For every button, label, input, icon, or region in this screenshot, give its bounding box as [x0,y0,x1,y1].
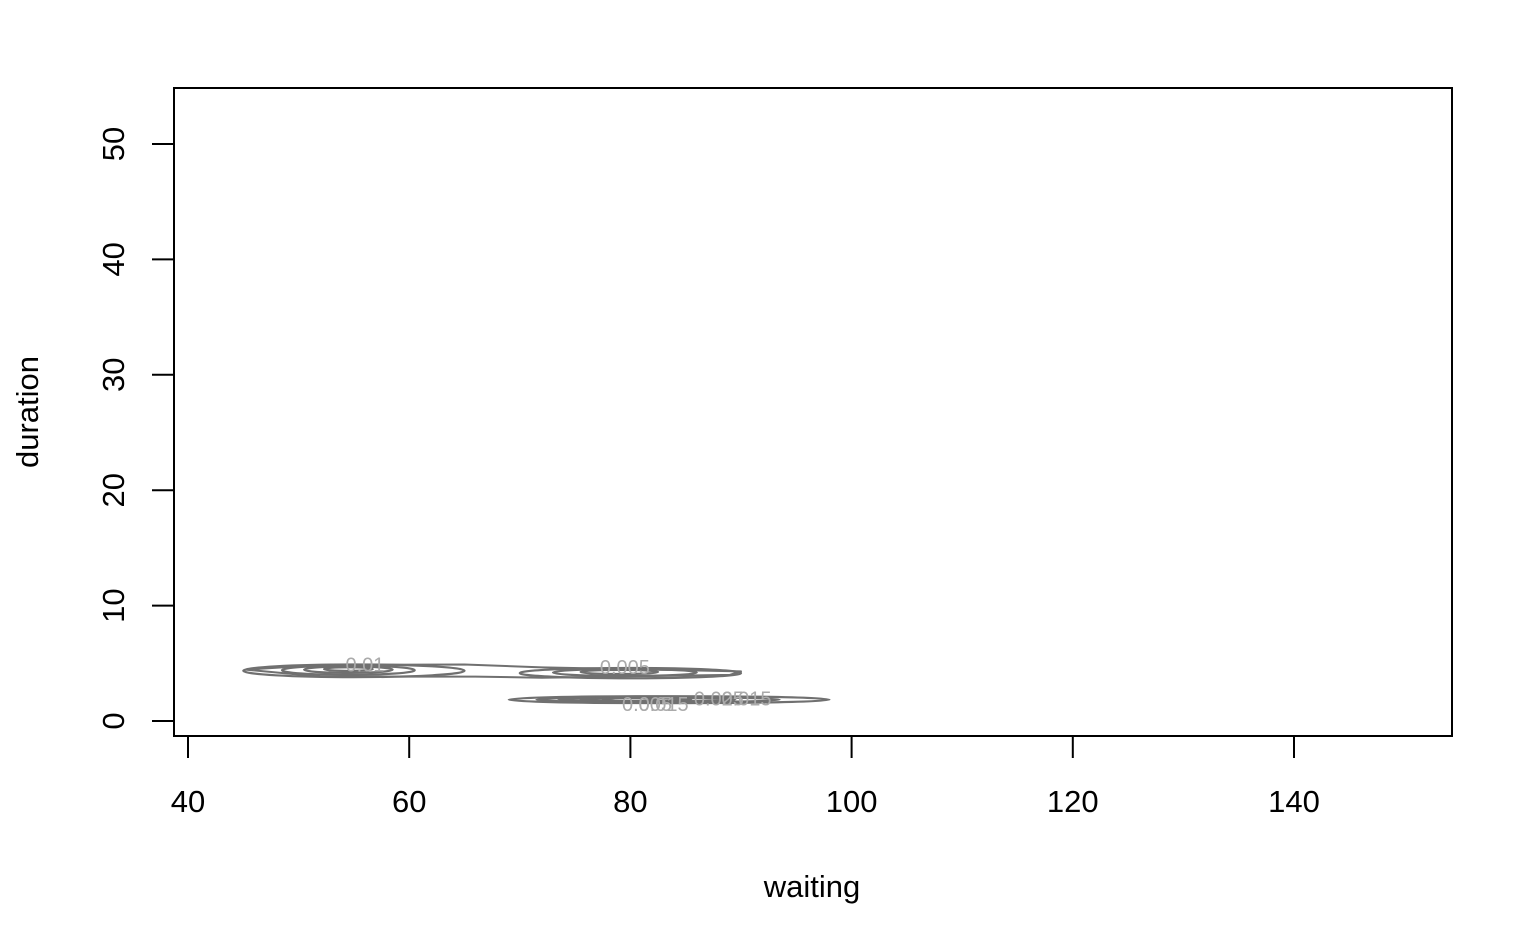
contour-line [242,663,466,679]
x-axis-label: waiting [763,869,861,904]
contour-level-label: 0.015 [721,689,771,711]
x-tick-label: 80 [613,784,647,819]
x-tick-label: 120 [1047,784,1099,819]
contour-line [322,666,374,673]
x-tick-label: 100 [826,784,878,819]
contour-line [518,666,743,680]
contour-level-label: 0.005 [600,657,650,679]
y-axis-label: duration [10,356,45,468]
y-tick-label: 10 [96,588,131,622]
y-tick-label: 20 [96,473,131,507]
contour-level-label: 0.015 [639,694,689,716]
contour-level-label: 0.01 [345,655,384,677]
contour-level-label: 0.005 [622,694,672,716]
x-tick-label: 60 [392,784,426,819]
y-tick-label: 40 [96,242,131,276]
contour-level-label: 0.025 [694,689,744,711]
x-ticks: 40 60 80 100 120 140 [171,736,1320,819]
contour-lines [242,663,831,705]
contour-line [579,668,660,676]
y-tick-label: 0 [96,712,131,729]
x-tick-label: 40 [171,784,205,819]
plot-frame [173,87,1453,737]
contour-line [601,697,660,703]
y-tick-label: 30 [96,358,131,392]
y-tick-label: 50 [96,127,131,161]
x-tick-label: 140 [1268,784,1320,819]
y-ticks: 0 10 20 30 40 50 [96,127,174,730]
